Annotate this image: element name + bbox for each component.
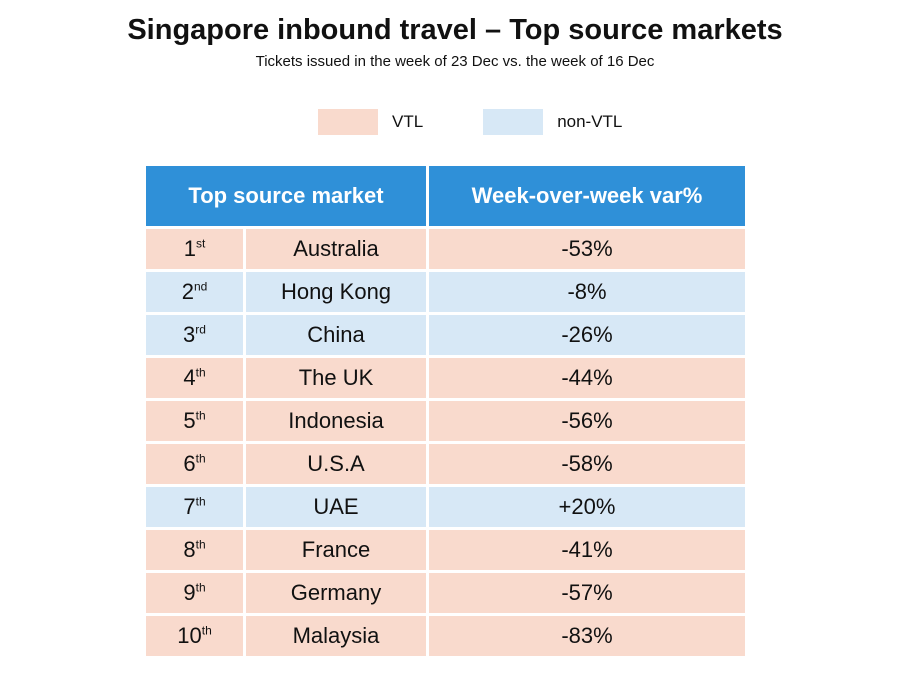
legend-label: non-VTL <box>557 112 623 131</box>
variance-cell: -53% <box>429 229 745 269</box>
rank-cell: 2nd <box>146 272 243 312</box>
table-row: 9th Germany -57% <box>146 573 745 613</box>
market-cell: France <box>246 530 426 570</box>
variance-cell: -56% <box>429 401 745 441</box>
variance-cell: +20% <box>429 487 745 527</box>
rank: 7 <box>183 494 196 519</box>
table-row: 7th UAE +20% <box>146 487 745 527</box>
table-row: 4th The UK -44% <box>146 358 745 398</box>
rank-cell: 10th <box>146 616 243 656</box>
rank-cell: 3rd <box>146 315 243 355</box>
rank: 6 <box>183 451 196 476</box>
subtitle: Tickets issued in the week of 23 Dec vs.… <box>255 53 655 70</box>
market-cell: China <box>246 315 426 355</box>
rank-cell: 6th <box>146 444 243 484</box>
header-row: Top source market Week-over-week var% <box>146 166 745 226</box>
variance-cell: -26% <box>429 315 745 355</box>
table-row: 1st Australia -53% <box>146 229 745 269</box>
variance-cell: -83% <box>429 616 745 656</box>
rank-suffix: nd <box>193 279 208 294</box>
table-row: 5th Indonesia -56% <box>146 401 745 441</box>
rank-suffix: rd <box>195 322 206 337</box>
rank-cell: 4th <box>146 358 243 398</box>
rank-cell: 1st <box>146 229 243 269</box>
market-cell: Malaysia <box>246 616 426 656</box>
table-row: 10th Malaysia -83% <box>146 616 745 656</box>
rank-cell: 7th <box>146 487 243 527</box>
rank-suffix: th <box>195 580 206 595</box>
rank: 10 <box>177 623 202 648</box>
rank: 4 <box>183 365 196 390</box>
rank: 1 <box>183 236 196 261</box>
variance-cell: -8% <box>429 272 745 312</box>
table-row: 3rd China -26% <box>146 315 745 355</box>
market-cell: UAE <box>246 487 426 527</box>
variance-cell: -44% <box>429 358 745 398</box>
rank-cell: 5th <box>146 401 243 441</box>
rank-suffix: th <box>195 537 206 552</box>
variance-cell: -57% <box>429 573 745 613</box>
rank-cell: 8th <box>146 530 243 570</box>
title: Singapore inbound travel – Top source ma… <box>127 14 783 46</box>
column-header: Top source market <box>146 166 426 226</box>
rank-suffix: th <box>195 451 206 466</box>
rank-suffix: th <box>195 494 206 509</box>
table: Top source market Week-over-week var% 1st A… <box>143 163 748 659</box>
rank-suffix: st <box>195 236 206 251</box>
legend: VTL non-VTL <box>318 109 682 135</box>
market-cell: Germany <box>246 573 426 613</box>
column-header: Week-over-week var% <box>429 166 745 226</box>
market-cell: Indonesia <box>246 401 426 441</box>
rank: 5 <box>183 408 196 433</box>
legend-swatch <box>483 109 544 135</box>
rank: 3 <box>183 322 196 347</box>
rank: 8 <box>183 537 196 562</box>
table-row: 6th U.S.A -58% <box>146 444 745 484</box>
rank-suffix: th <box>195 365 206 380</box>
table-row: 2nd Hong Kong -8% <box>146 272 745 312</box>
rank: 2 <box>181 279 194 304</box>
market-cell: Hong Kong <box>246 272 426 312</box>
market-cell: U.S.A <box>246 444 426 484</box>
rank-suffix: th <box>195 408 206 423</box>
legend-swatch <box>318 109 378 135</box>
market-cell: The UK <box>246 358 426 398</box>
variance-cell: -58% <box>429 444 745 484</box>
table-row: 8th France -41% <box>146 530 745 570</box>
rank-cell: 9th <box>146 573 243 613</box>
rank: 9 <box>183 580 196 605</box>
rank-suffix: th <box>201 623 212 638</box>
market-cell: Australia <box>246 229 426 269</box>
legend-label: VTL <box>392 112 424 131</box>
variance-cell: -41% <box>429 530 745 570</box>
table-body: 1st Australia -53% 2nd Hong Kong -8% 3rd China -… <box>146 229 745 656</box>
